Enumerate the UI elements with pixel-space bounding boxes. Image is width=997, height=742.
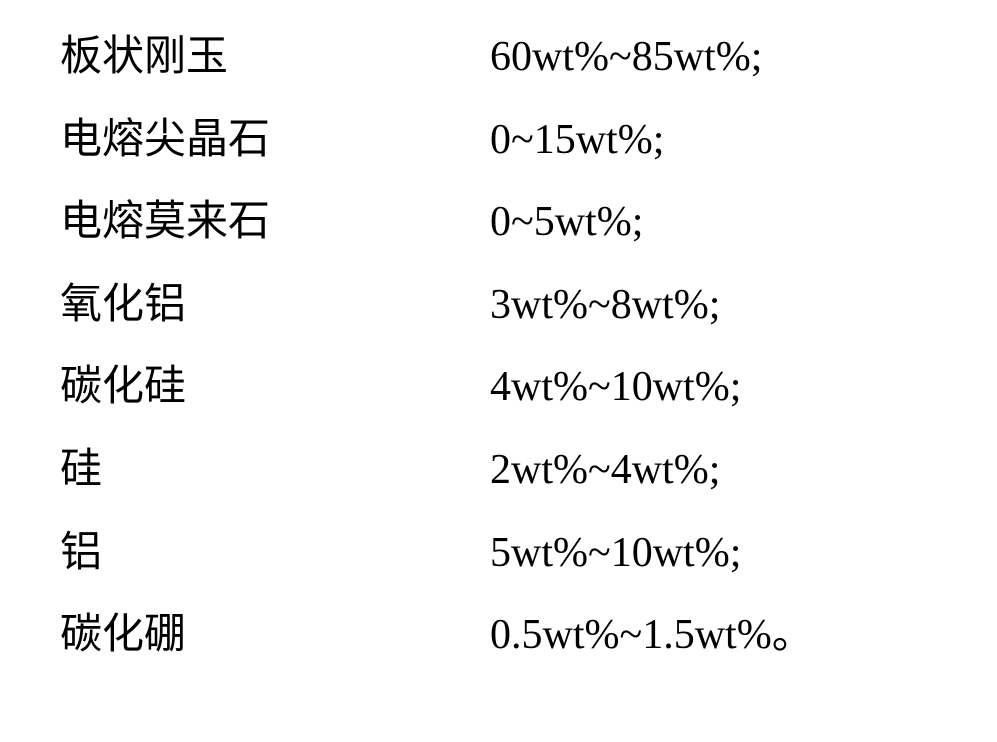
material-label: 碳化硅 — [60, 360, 490, 415]
material-label: 铝 — [60, 526, 490, 581]
list-row: 碳化硼 0.5wt%~1.5wt%。 — [60, 608, 937, 663]
material-label: 板状刚玉 — [60, 30, 490, 85]
material-value: 3wt%~8wt%; — [490, 278, 720, 333]
material-value: 0~5wt%; — [490, 195, 643, 250]
list-row: 碳化硅 4wt%~10wt%; — [60, 360, 937, 415]
list-row: 氧化铝 3wt%~8wt%; — [60, 278, 937, 333]
material-value: 0~15wt%; — [490, 113, 664, 168]
list-row: 铝 5wt%~10wt%; — [60, 526, 937, 581]
material-value: 5wt%~10wt%; — [490, 526, 741, 581]
material-label: 硅 — [60, 443, 490, 498]
material-label: 电熔尖晶石 — [60, 113, 490, 168]
material-value: 60wt%~85wt%; — [490, 30, 762, 85]
material-value: 0.5wt%~1.5wt%。 — [490, 608, 814, 663]
list-row: 电熔莫来石 0~5wt%; — [60, 195, 937, 250]
material-label: 碳化硼 — [60, 608, 490, 663]
list-row: 板状刚玉 60wt%~85wt%; — [60, 30, 937, 85]
material-label: 氧化铝 — [60, 278, 490, 333]
list-row: 硅 2wt%~4wt%; — [60, 443, 937, 498]
composition-list: 板状刚玉 60wt%~85wt%; 电熔尖晶石 0~15wt%; 电熔莫来石 0… — [0, 0, 997, 721]
material-label: 电熔莫来石 — [60, 195, 490, 250]
material-value: 4wt%~10wt%; — [490, 360, 741, 415]
list-row: 电熔尖晶石 0~15wt%; — [60, 113, 937, 168]
material-value: 2wt%~4wt%; — [490, 443, 720, 498]
